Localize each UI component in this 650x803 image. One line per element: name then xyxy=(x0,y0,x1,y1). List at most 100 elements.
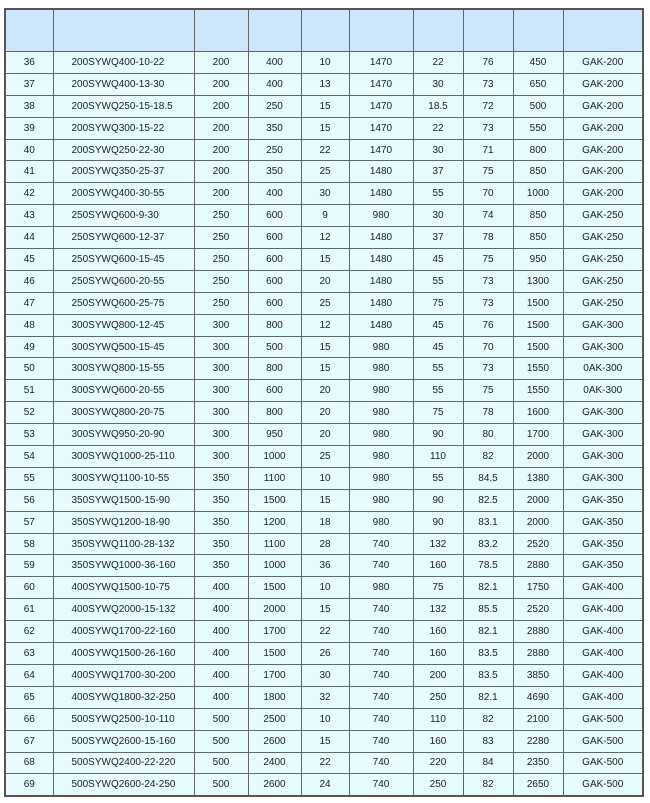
col-9-cell: 1550 xyxy=(512,379,564,403)
col-8-cell: 82 xyxy=(462,773,514,797)
col-4-cell: 600 xyxy=(247,269,302,293)
col-6-cell: 740 xyxy=(348,663,414,687)
col-4-cell: 1500 xyxy=(247,488,302,512)
row-number-cell: 53 xyxy=(4,423,54,447)
col-6-cell: 980 xyxy=(348,466,414,490)
table-row: 68 500SYWQ2400-22-220 500 2400 22 740 220 84 235… xyxy=(4,751,644,775)
col-8-cell: 82.1 xyxy=(462,620,514,644)
col-7-cell: 250 xyxy=(412,773,464,797)
col-6-cell: 1480 xyxy=(348,248,414,271)
model-cell: 350SYWQ1500-15-90 xyxy=(52,488,195,512)
col-4-cell: 800 xyxy=(247,401,302,425)
row-number-cell: 48 xyxy=(4,313,54,337)
model-cell: 350SYWQ1200-18-90 xyxy=(52,510,195,534)
table-row: 63 400SYWQ1500-26-160 400 1500 26 740 160 83.5 2… xyxy=(4,642,644,665)
col-9-cell: 1380 xyxy=(512,466,564,490)
col-7-cell: 132 xyxy=(412,532,464,556)
col-4-cell: 600 xyxy=(247,248,302,271)
coupling-model-cell: GAK-200 xyxy=(562,138,644,162)
col-7-cell: 220 xyxy=(412,751,464,775)
col-4-cell: 400 xyxy=(247,182,302,206)
col-9-cell: 450 xyxy=(512,51,564,74)
col-9-cell: 1500 xyxy=(512,291,564,315)
col-9-cell: 1500 xyxy=(512,335,564,359)
col-5-cell: 28 xyxy=(300,532,350,556)
coupling-model-cell: GAK-400 xyxy=(562,685,644,709)
coupling-model-cell: GAK-350 xyxy=(562,554,644,578)
model-cell: 300SYWQ1000-25-110 xyxy=(52,445,195,468)
header-cell xyxy=(562,8,644,52)
col-6-cell: 980 xyxy=(348,335,414,359)
col-8-cell: 83.2 xyxy=(462,532,514,556)
row-number-cell: 55 xyxy=(4,466,54,490)
col-4-cell: 1000 xyxy=(247,445,302,468)
col-3-cell: 500 xyxy=(193,707,249,731)
row-number-cell: 49 xyxy=(4,335,54,359)
col-3-cell: 250 xyxy=(193,291,249,315)
col-8-cell: 82 xyxy=(462,707,514,731)
col-8-cell: 70 xyxy=(462,182,514,206)
row-number-cell: 64 xyxy=(4,663,54,687)
col-5-cell: 22 xyxy=(300,751,350,775)
col-9-cell: 800 xyxy=(512,138,564,162)
coupling-model-cell: GAK-250 xyxy=(562,204,644,228)
col-7-cell: 37 xyxy=(412,160,464,184)
row-number-cell: 43 xyxy=(4,204,54,228)
row-number-cell: 59 xyxy=(4,554,54,578)
col-6-cell: 740 xyxy=(348,642,414,665)
col-7-cell: 90 xyxy=(412,488,464,512)
col-8-cell: 73 xyxy=(462,116,514,140)
col-9-cell: 500 xyxy=(512,94,564,118)
col-3-cell: 350 xyxy=(193,488,249,512)
row-number-cell: 41 xyxy=(4,160,54,184)
col-6-cell: 1480 xyxy=(348,226,414,250)
col-3-cell: 400 xyxy=(193,576,249,600)
col-6-cell: 740 xyxy=(348,554,414,578)
col-5-cell: 24 xyxy=(300,773,350,797)
col-3-cell: 400 xyxy=(193,598,249,622)
table-row: 62 400SYWQ1700-22-160 400 1700 22 740 160 82.1 2… xyxy=(4,620,644,644)
col-4-cell: 400 xyxy=(247,51,302,74)
model-cell: 500SYWQ2400-22-220 xyxy=(52,751,195,775)
col-4-cell: 1200 xyxy=(247,510,302,534)
header-cell xyxy=(512,8,564,52)
col-3-cell: 500 xyxy=(193,751,249,775)
col-3-cell: 300 xyxy=(193,401,249,425)
col-9-cell: 650 xyxy=(512,72,564,96)
model-cell: 250SYWQ600-9-30 xyxy=(52,204,195,228)
col-8-cell: 73 xyxy=(462,269,514,293)
row-number-cell: 45 xyxy=(4,248,54,271)
col-6-cell: 1480 xyxy=(348,160,414,184)
col-4-cell: 1700 xyxy=(247,620,302,644)
row-number-cell: 47 xyxy=(4,291,54,315)
col-8-cell: 82.5 xyxy=(462,488,514,512)
col-8-cell: 82.1 xyxy=(462,576,514,600)
model-cell: 300SYWQ600-20-55 xyxy=(52,379,195,403)
col-5-cell: 10 xyxy=(300,576,350,600)
col-7-cell: 75 xyxy=(412,291,464,315)
coupling-model-cell: GAK-250 xyxy=(562,291,644,315)
table-row: 49 300SYWQ500-15-45 300 500 15 980 45 70 1500 GAK… xyxy=(4,335,644,359)
table-row: 55 300SYWQ1100-10-55 350 1100 10 980 55 84.5 138… xyxy=(4,466,644,490)
col-7-cell: 75 xyxy=(412,401,464,425)
col-9-cell: 2350 xyxy=(512,751,564,775)
coupling-model-cell: GAK-300 xyxy=(562,423,644,447)
table-row: 66 500SYWQ2500-10-110 500 2500 10 740 110 82 210… xyxy=(4,707,644,731)
col-5-cell: 10 xyxy=(300,51,350,74)
coupling-model-cell: GAK-350 xyxy=(562,510,644,534)
col-6-cell: 1480 xyxy=(348,313,414,337)
col-4-cell: 1500 xyxy=(247,576,302,600)
col-3-cell: 400 xyxy=(193,620,249,644)
pump-spec-table: 36 200SYWQ400-10-22 200 400 10 1470 22 76 450 GAK… xyxy=(4,8,644,798)
col-4-cell: 1100 xyxy=(247,532,302,556)
col-3-cell: 250 xyxy=(193,226,249,250)
table-row: 42 200SYWQ400-30-55 200 400 30 1480 55 70 1000 GA… xyxy=(4,182,644,206)
col-3-cell: 350 xyxy=(193,510,249,534)
header-cell xyxy=(462,8,514,52)
coupling-model-cell: 0AK-300 xyxy=(562,379,644,403)
col-7-cell: 45 xyxy=(412,248,464,271)
col-5-cell: 30 xyxy=(300,663,350,687)
row-number-cell: 69 xyxy=(4,773,54,797)
col-5-cell: 25 xyxy=(300,445,350,468)
col-5-cell: 18 xyxy=(300,510,350,534)
